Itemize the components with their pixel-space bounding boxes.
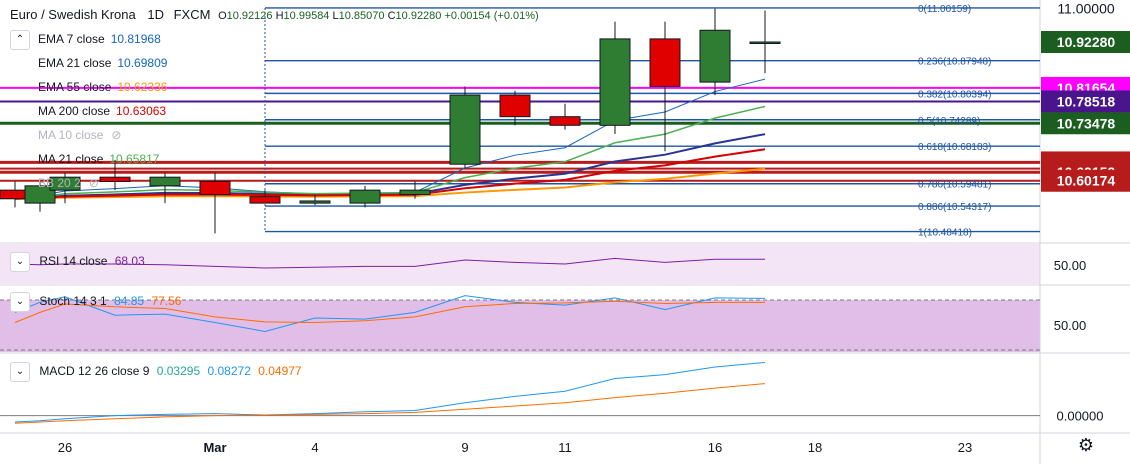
macd-signal-line xyxy=(14,383,766,424)
candle-body xyxy=(349,189,381,204)
stoch-band xyxy=(0,300,1040,352)
legend-item[interactable]: EMA 55 close 10.62336 xyxy=(38,80,167,94)
time-axis-tick: 9 xyxy=(461,440,468,455)
candle-body xyxy=(249,196,281,204)
legend-label: EMA 21 close xyxy=(38,56,112,70)
symbol-name[interactable]: Euro / Swedish Krona xyxy=(10,7,136,22)
candle-body xyxy=(99,176,131,183)
macd-hist-value: 0.03295 xyxy=(156,364,201,379)
legend-value: 10.65817 xyxy=(109,152,160,166)
price-tag-text: 10.92280 xyxy=(1057,34,1116,50)
candle-body xyxy=(649,38,681,87)
legend-item[interactable]: BB 20 2 ⊘ xyxy=(38,176,99,190)
candle-body xyxy=(599,38,631,126)
stoch-axis-tick: 50.00 xyxy=(1054,318,1087,333)
macd-signal-value: 0.04977 xyxy=(258,364,302,379)
macd-line-value: 0.08272 xyxy=(207,364,251,379)
fib-label: 1(10.48418) xyxy=(918,228,972,239)
collapse-rsi-icon[interactable]: ⌄ xyxy=(10,252,30,272)
legend-label: EMA 55 close xyxy=(38,80,112,94)
stoch-k-value: 84.85 xyxy=(114,294,145,309)
stoch-d-line xyxy=(14,300,765,323)
time-axis-tick: 11 xyxy=(558,440,572,455)
legend-item[interactable]: MA 10 close ⊘ xyxy=(38,128,121,142)
stoch-d-value: 77.56 xyxy=(151,294,182,309)
legend-value: 10.63063 xyxy=(116,104,167,118)
legend-item[interactable]: EMA 7 close 10.81968 xyxy=(38,32,161,46)
price-tag xyxy=(1041,90,1130,113)
rsi-value: 68.03 xyxy=(114,254,145,269)
macd-legend: ⌄ MACD 12 26 close 9 0.03295 0.08272 0.0… xyxy=(10,362,302,382)
candle-body xyxy=(199,181,231,195)
collapse-macd-icon[interactable]: ⌄ xyxy=(10,362,30,382)
legend-label: EMA 7 close xyxy=(38,32,105,46)
price-tag xyxy=(1041,169,1130,192)
macd-axis-tick: 0.00000 xyxy=(1057,409,1104,424)
ohlc-readout: O10.92126 H10.99584 L10.85070 C10.92280 … xyxy=(218,10,539,22)
change-readout: +0.00154 (+0.01%) xyxy=(444,10,539,22)
fib-label: 0.618(10.68183) xyxy=(918,142,991,153)
fib-label: 0.5(10.74289) xyxy=(918,116,980,127)
time-axis-tick: 4 xyxy=(311,440,318,455)
legend-label: MA 10 close xyxy=(38,128,104,142)
candle-body xyxy=(24,185,56,204)
candle-body xyxy=(699,29,731,83)
legend-value: 10.81968 xyxy=(110,32,161,46)
fib-label: 0.236(10.87948) xyxy=(918,57,991,68)
chart-header: Euro / Swedish Krona 1D FXCM O10.92126 H… xyxy=(10,7,539,22)
candle-body xyxy=(49,176,81,191)
legend-label: MA 21 close xyxy=(38,152,104,166)
rsi-legend: ⌄ RSI 14 close 68.03 xyxy=(10,252,145,272)
settings-gear-icon[interactable]: ⚙ xyxy=(1077,435,1094,455)
rsi-axis-tick: 50.00 xyxy=(1054,258,1087,273)
rsi-line xyxy=(14,257,765,269)
time-axis-tick: 18 xyxy=(808,440,822,455)
time-axis-tick: 26 xyxy=(58,440,72,455)
legend-item[interactable]: MA 200 close 10.63063 xyxy=(38,104,166,118)
price-tag xyxy=(1041,31,1130,54)
candle-body xyxy=(549,116,581,126)
stoch-legend: ⌄ Stoch 14 3 1 84.85 77.56 xyxy=(10,292,181,312)
collapse-stoch-icon[interactable]: ⌄ xyxy=(10,292,30,312)
time-axis-tick: 23 xyxy=(958,440,972,455)
fib-label: 0.786(10.59481) xyxy=(918,180,991,191)
hidden-eye-icon[interactable]: ⊘ xyxy=(88,176,99,190)
legend-item[interactable]: EMA 21 close 10.69809 xyxy=(38,56,167,70)
price-tag xyxy=(1041,112,1130,135)
candle-body xyxy=(399,189,431,195)
legend-value: 10.69809 xyxy=(117,56,168,70)
price-tag-text: 10.73478 xyxy=(1057,115,1116,131)
fib-label: 0.886(10.54317) xyxy=(918,202,991,213)
time-axis-tick: Mar xyxy=(203,440,226,455)
interval-label[interactable]: 1D xyxy=(147,7,164,22)
fib-label: 0(11.00159) xyxy=(918,4,971,15)
candle-body xyxy=(449,94,481,165)
candle-body xyxy=(299,200,331,204)
macd-line xyxy=(14,361,766,423)
time-axis-tick: 16 xyxy=(708,440,722,455)
legend-item[interactable]: MA 21 close 10.65817 xyxy=(38,152,159,166)
candle-body xyxy=(149,176,181,187)
fib-label: 0.382(10.80394) xyxy=(918,89,991,100)
rsi-band xyxy=(0,244,1040,284)
price-axis-tick: 11.00000 xyxy=(1057,1,1115,17)
hidden-eye-icon[interactable]: ⊘ xyxy=(111,128,122,142)
source-label: FXCM xyxy=(173,7,211,22)
collapse-legend-button[interactable]: ⌃ xyxy=(10,30,30,50)
candle-body xyxy=(499,94,531,118)
legend-label: MA 200 close xyxy=(38,104,111,118)
legend-label: BB 20 2 xyxy=(38,176,81,190)
price-tag-text: 10.60174 xyxy=(1057,173,1116,189)
legend-value: 10.62336 xyxy=(117,80,168,94)
candle-body xyxy=(749,41,781,45)
price-tag-text: 10.78518 xyxy=(1057,93,1116,109)
